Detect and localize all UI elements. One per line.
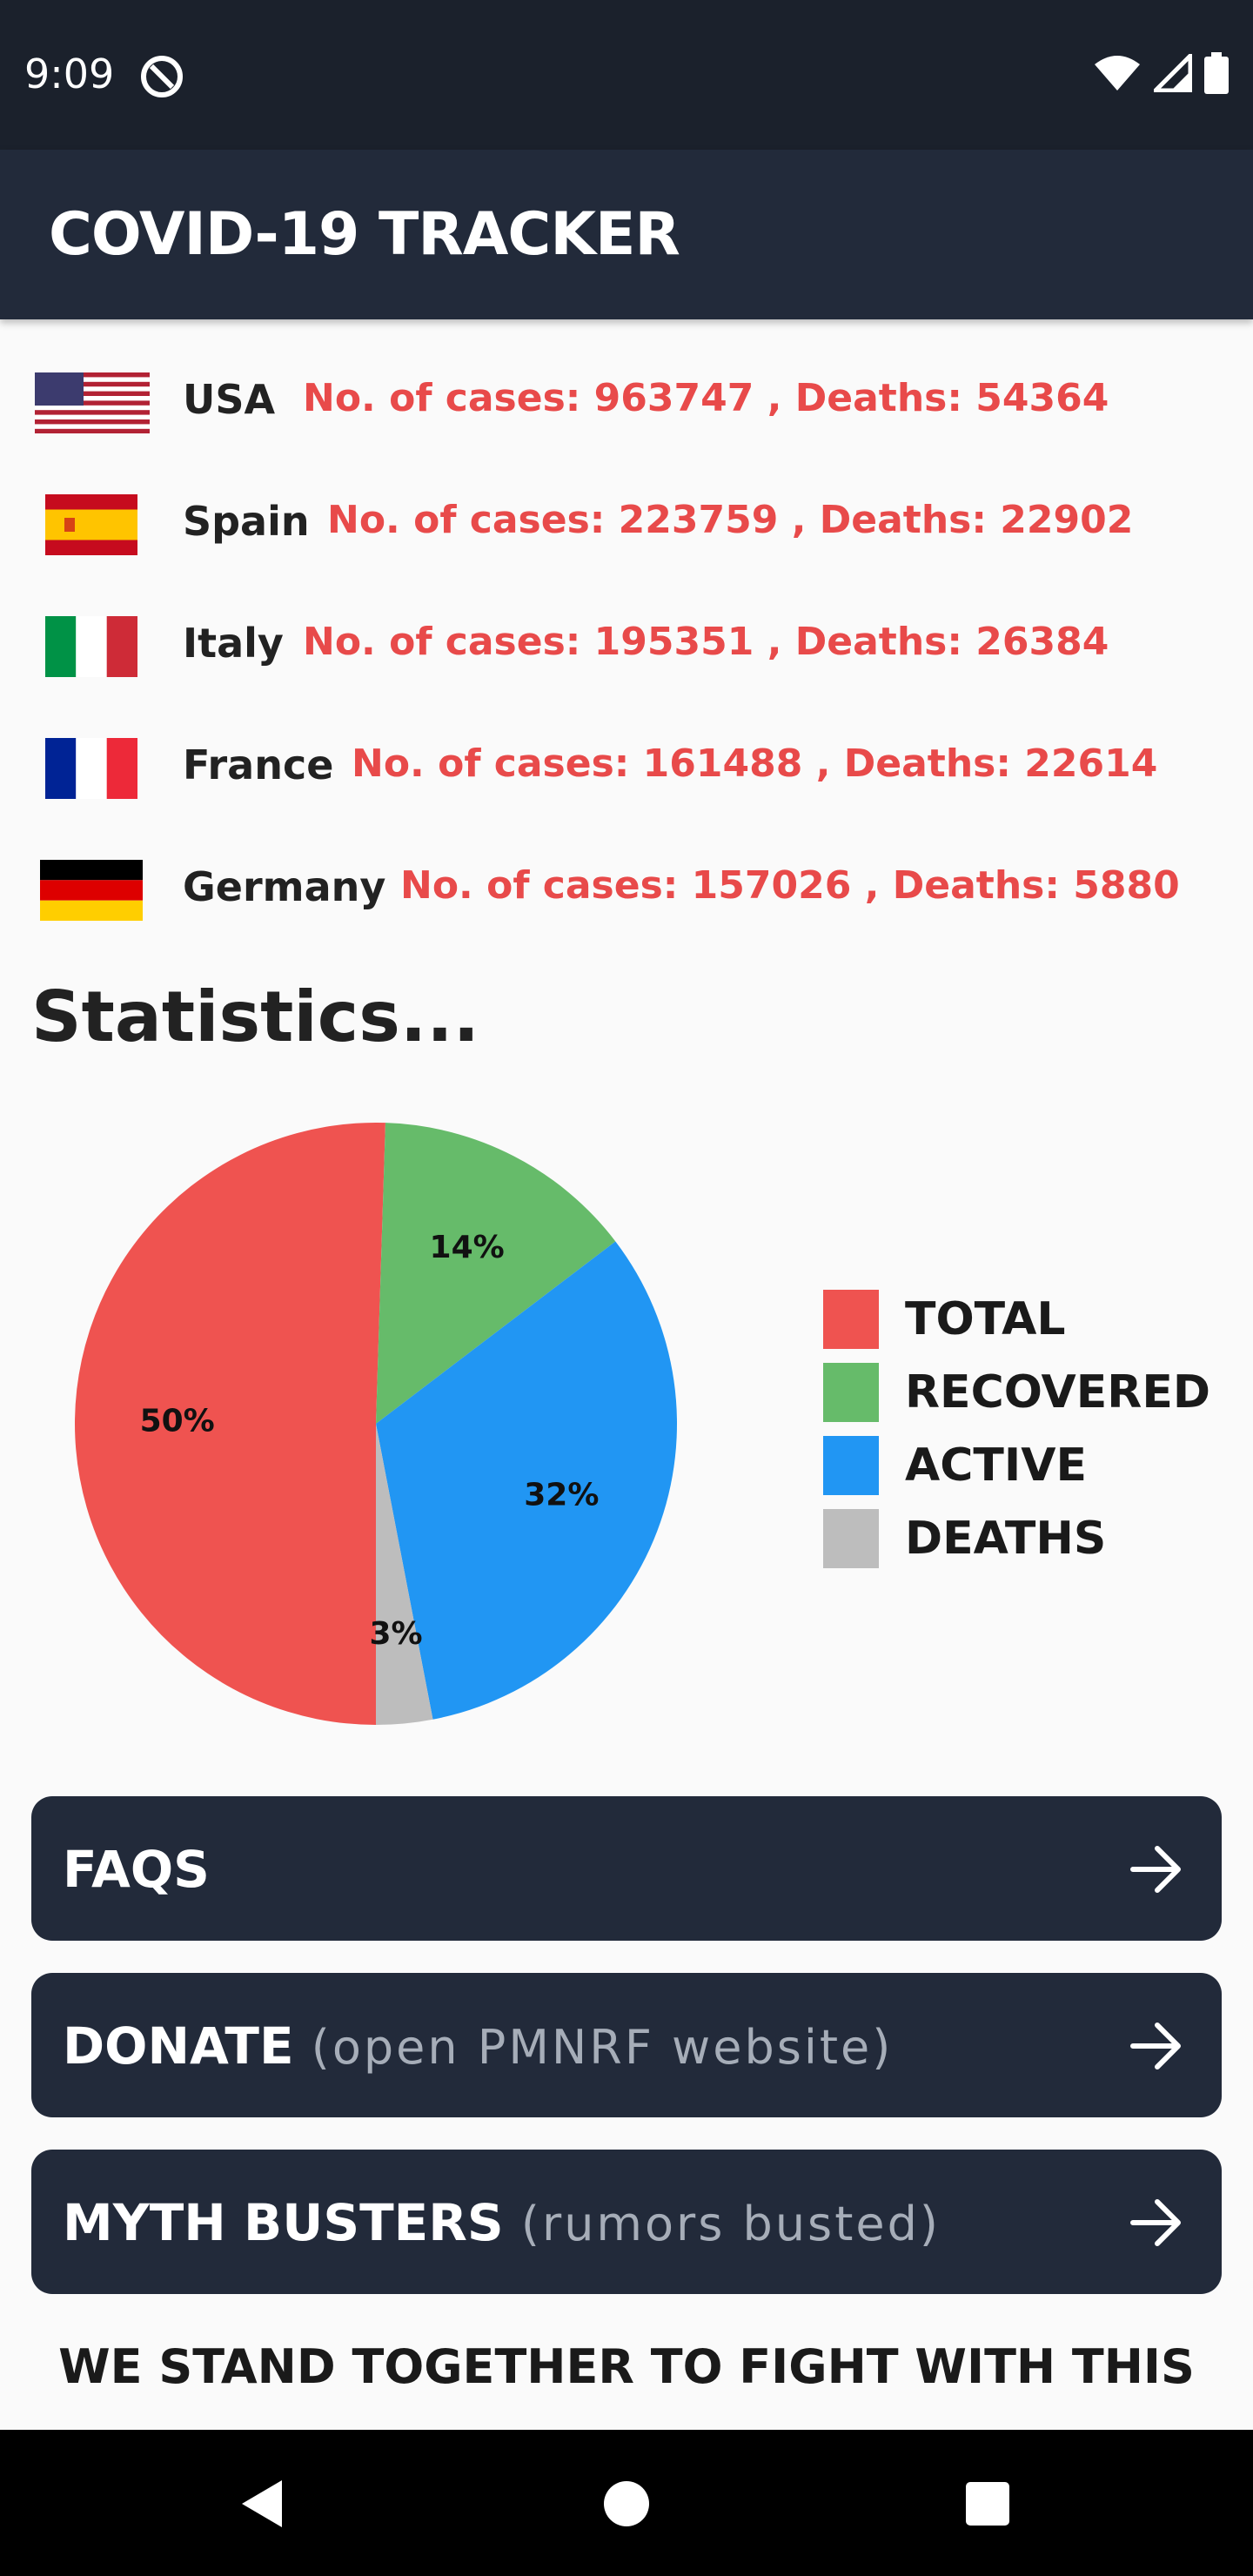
status-icons	[1093, 52, 1229, 94]
footer-slogan: WE STAND TOGETHER TO FIGHT WITH THIS	[58, 2339, 1195, 2394]
legend-label: RECOVERED	[905, 1366, 1211, 1419]
country-name: France	[183, 741, 334, 788]
legend-item-recovered: RECOVERED	[823, 1356, 1210, 1429]
spain-flag-icon	[45, 494, 137, 555]
donate-title: DONATE	[63, 2016, 294, 2076]
legend-item-total: TOTAL	[823, 1283, 1210, 1356]
donate-button[interactable]: DONATE (open PMNRF website)	[31, 1973, 1222, 2117]
country-stats: No. of cases: 963747 , Deaths: 54364	[303, 376, 1109, 420]
country-name: Spain	[183, 498, 310, 545]
donate-subtitle: (open PMNRF website)	[311, 2020, 894, 2075]
wifi-icon	[1095, 56, 1140, 91]
signal-icon	[1154, 54, 1192, 92]
myth-busters-button[interactable]: MYTH BUSTERS (rumors busted)	[31, 2150, 1222, 2294]
legend-swatch	[823, 1290, 879, 1349]
country-name: Italy	[183, 620, 284, 667]
chart-legend: TOTAL RECOVERED ACTIVE DEATHS	[823, 1283, 1210, 1575]
pie-label-total: 50%	[140, 1403, 215, 1439]
statistics-pie-chart: 50% 14% 32% 3%	[75, 1123, 677, 1725]
country-row-france[interactable]: France No. of cases: 161488 , Deaths: 22…	[0, 705, 1253, 827]
pie-label-recovered: 14%	[430, 1230, 505, 1265]
pie-label-active: 32%	[524, 1477, 599, 1513]
arrow-right-icon	[1130, 2199, 1181, 2246]
country-row-usa[interactable]: USA No. of cases: 963747 , Deaths: 54364	[0, 339, 1253, 461]
recents-icon[interactable]	[957, 2473, 1018, 2534]
myth-busters-subtitle: (rumors busted)	[520, 2197, 941, 2251]
country-name: USA	[183, 376, 276, 423]
country-stats: No. of cases: 195351 , Deaths: 26384	[303, 620, 1109, 664]
legend-label: DEATHS	[905, 1513, 1107, 1565]
country-row-spain[interactable]: Spain No. of cases: 223759 , Deaths: 229…	[0, 461, 1253, 583]
legend-swatch	[823, 1509, 879, 1568]
arrow-right-icon	[1130, 1846, 1181, 1893]
country-row-germany[interactable]: Germany No. of cases: 157026 , Deaths: 5…	[0, 827, 1253, 949]
pie-slice-deaths	[376, 1424, 433, 1725]
faqs-button[interactable]: FAQS	[31, 1796, 1222, 1941]
arrow-right-icon	[1130, 2023, 1181, 2070]
faqs-label: FAQS	[63, 1840, 210, 1899]
faqs-title: FAQS	[63, 1840, 210, 1899]
italy-flag-icon	[45, 616, 137, 677]
legend-swatch	[823, 1436, 879, 1495]
country-stats: No. of cases: 161488 , Deaths: 22614	[352, 741, 1158, 786]
back-icon[interactable]	[233, 2473, 294, 2534]
germany-flag-icon	[40, 860, 143, 921]
legend-swatch	[823, 1363, 879, 1422]
pie-slice-active	[376, 1241, 677, 1720]
country-stats: No. of cases: 223759 , Deaths: 22902	[327, 498, 1134, 542]
pie-label-deaths: 3%	[369, 1616, 422, 1652]
statistics-heading: Statistics...	[31, 976, 479, 1057]
status-bar: 9:09	[0, 0, 1253, 150]
app-bar: COVID-19 TRACKER	[0, 150, 1253, 319]
battery-icon	[1204, 52, 1229, 94]
legend-item-active: ACTIVE	[823, 1429, 1210, 1502]
donate-label: DONATE (open PMNRF website)	[63, 2016, 893, 2076]
pie-slice-total	[75, 1123, 385, 1725]
myth-busters-label: MYTH BUSTERS (rumors busted)	[63, 2193, 941, 2252]
myth-busters-title: MYTH BUSTERS	[63, 2193, 504, 2252]
home-icon[interactable]	[596, 2473, 657, 2534]
legend-label: ACTIVE	[905, 1439, 1087, 1492]
france-flag-icon	[45, 738, 137, 799]
legend-item-deaths: DEATHS	[823, 1502, 1210, 1575]
country-stats: No. of cases: 157026 , Deaths: 5880	[400, 863, 1180, 908]
pie-slice-recovered	[376, 1123, 616, 1424]
country-row-italy[interactable]: Italy No. of cases: 195351 , Deaths: 263…	[0, 583, 1253, 705]
app-notification-icon	[141, 56, 183, 97]
system-navigation-bar	[0, 2430, 1253, 2576]
status-time: 9:09	[24, 50, 115, 97]
app-title: COVID-19 TRACKER	[49, 200, 680, 269]
usa-flag-icon	[35, 372, 150, 433]
country-name: Germany	[183, 863, 386, 910]
legend-label: TOTAL	[905, 1293, 1066, 1345]
